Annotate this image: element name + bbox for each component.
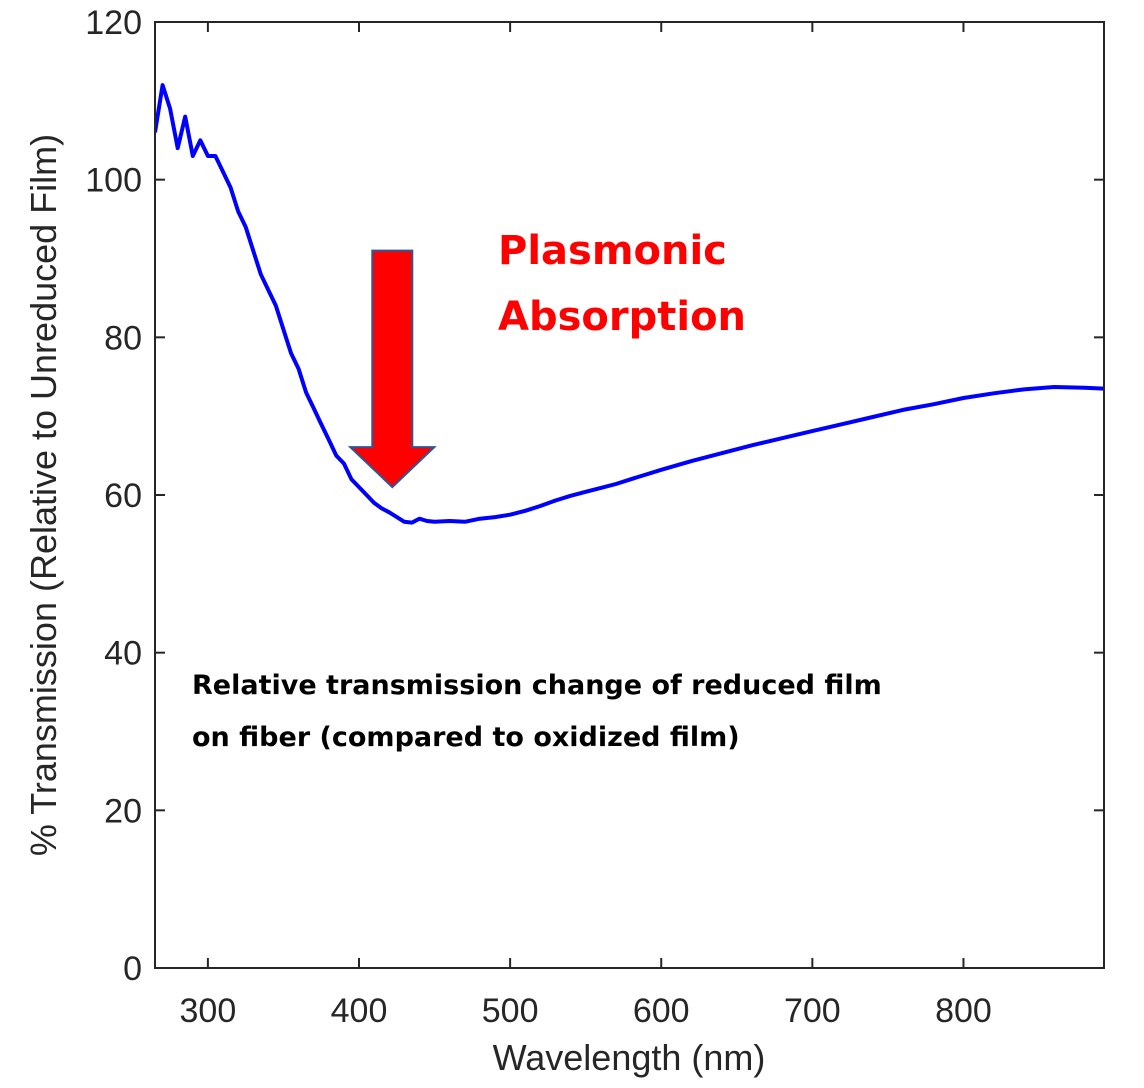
- y-tick-label: 120: [85, 4, 142, 42]
- y-tick-label: 60: [104, 477, 142, 515]
- x-tick-label: 400: [331, 992, 388, 1030]
- y-tick-label: 0: [123, 950, 142, 988]
- plot-area: [155, 22, 1104, 968]
- y-tick-labels: 0 20 40 60 80 100 120: [85, 4, 142, 988]
- y-tick-label: 100: [85, 162, 142, 200]
- x-tick-labels: 300 400 500 600 700 800: [180, 992, 992, 1030]
- series-line: [155, 83, 1104, 525]
- y-tick-label: 80: [104, 319, 142, 357]
- annotation-description-line2: on fiber (compared to oxidized film): [192, 722, 740, 753]
- x-tick-label: 800: [935, 992, 992, 1030]
- x-tick-label: 300: [180, 992, 237, 1030]
- plot-frame: [154, 21, 1105, 969]
- annotation-absorption: Absorption: [498, 294, 746, 340]
- y-tick-label: 40: [104, 635, 142, 673]
- y-tick-label: 20: [104, 792, 142, 830]
- annotation-description-line1: Relative transmission change of reduced …: [192, 670, 882, 701]
- y-axis-label: % Transmission (Relative to Unreduced Fi…: [23, 134, 64, 856]
- x-tick-label: 600: [633, 992, 690, 1030]
- annotation-plasmonic: Plasmonic: [498, 228, 727, 274]
- x-axis-label: Wavelength (nm): [493, 1037, 766, 1078]
- arrow-down-icon: [347, 249, 437, 489]
- x-tick-label: 500: [482, 992, 539, 1030]
- x-tick-label: 700: [784, 992, 841, 1030]
- series-layer: [155, 83, 1104, 525]
